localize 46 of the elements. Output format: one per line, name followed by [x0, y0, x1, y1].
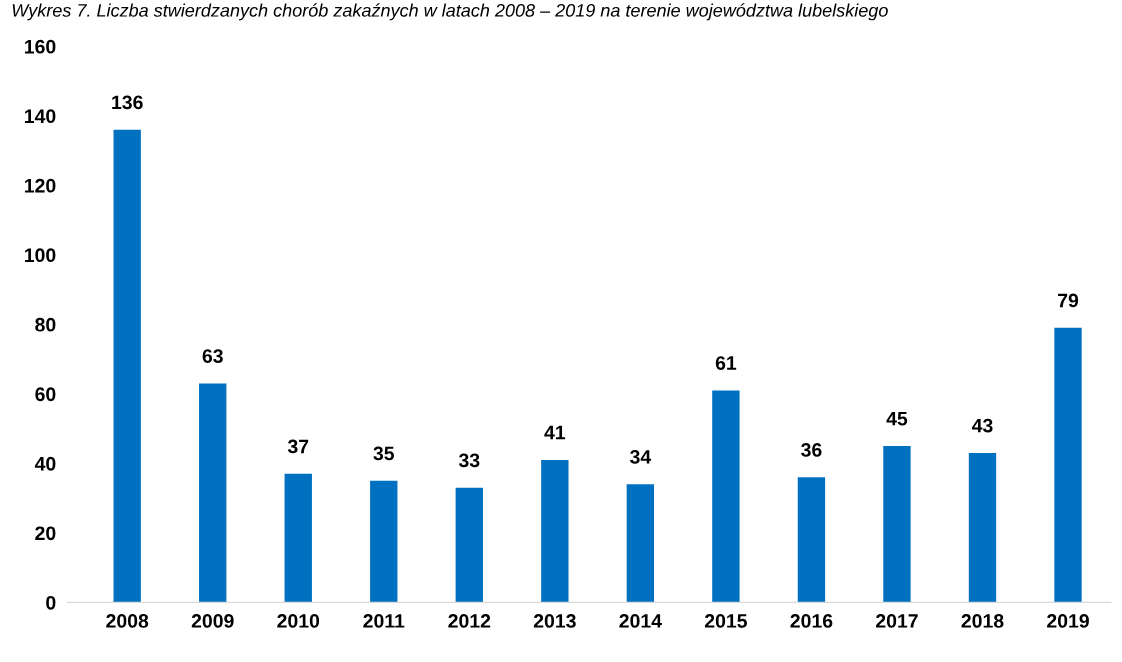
y-tick-label: 120 — [24, 178, 56, 193]
y-tick-label: 140 — [24, 109, 56, 124]
bar — [284, 473, 312, 603]
y-tick-label: 0 — [46, 595, 56, 610]
chart-title: Wykres 7. Liczba stwierdzanych chorób zakaźnych w latach 2008 – 2019 na terenie województwa lubelskiego — [12, 3, 888, 21]
bar — [541, 459, 569, 603]
data-label: 136 — [112, 95, 143, 110]
bar — [1054, 327, 1082, 603]
data-label: 79 — [1058, 293, 1079, 308]
x-tick-label: 2018 — [961, 614, 1004, 628]
y-tick-label: 20 — [35, 526, 56, 541]
data-label: 34 — [630, 449, 652, 464]
data-label: 63 — [202, 349, 223, 363]
data-label: 41 — [544, 425, 566, 440]
y-tick-label: 100 — [24, 248, 56, 263]
bar — [455, 487, 483, 603]
bar — [626, 484, 655, 603]
x-tick-label: 2015 — [704, 614, 747, 628]
x-tick-label: 2017 — [876, 614, 918, 628]
data-label: 35 — [373, 446, 395, 461]
y-tick-label: 80 — [35, 317, 56, 332]
bar — [968, 452, 997, 603]
x-tick-label: 2016 — [790, 614, 833, 628]
bar — [883, 446, 911, 603]
x-tick-label: 2010 — [277, 614, 320, 628]
x-tick-label: 2009 — [191, 614, 234, 628]
data-label: 43 — [971, 418, 993, 433]
bar — [113, 129, 141, 603]
data-label: 37 — [287, 439, 309, 454]
bar — [712, 390, 740, 603]
data-label: 33 — [458, 453, 480, 468]
y-tick-label: 160 — [24, 39, 56, 54]
x-tick-label: 2011 — [363, 614, 405, 628]
bar — [797, 477, 826, 603]
bar — [199, 383, 227, 603]
data-label: 36 — [801, 443, 822, 457]
data-label: 61 — [715, 356, 737, 370]
y-tick-label: 40 — [34, 456, 56, 471]
x-tick-label: 2008 — [106, 614, 149, 628]
bar — [370, 480, 398, 603]
x-tick-label: 2013 — [533, 614, 576, 628]
x-tick-label: 2012 — [448, 614, 491, 628]
x-tick-label: 2019 — [1047, 614, 1089, 628]
y-tick-label: 60 — [35, 387, 56, 402]
data-label: 45 — [886, 411, 908, 426]
x-tick-label: 2014 — [619, 614, 662, 628]
